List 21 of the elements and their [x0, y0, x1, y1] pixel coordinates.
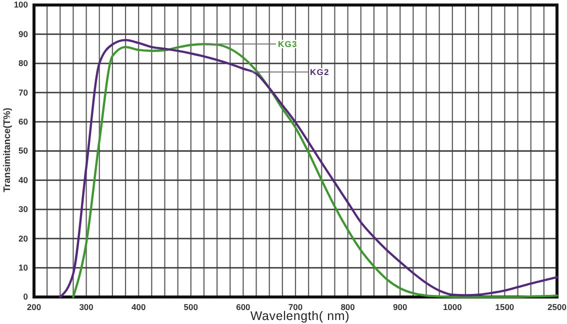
- x-tick-label: 900: [393, 302, 408, 312]
- x-tick-label: 400: [132, 302, 146, 312]
- x-tick-label: 600: [236, 302, 251, 312]
- y-tick-label: 30: [18, 204, 28, 214]
- y-tick-label: 70: [18, 87, 28, 98]
- y-tick-label: 0: [23, 292, 28, 302]
- y-tick-label: 20: [18, 233, 28, 244]
- y-axis-title: Transimitance(T%): [2, 108, 13, 192]
- y-tick-label: 60: [18, 116, 28, 127]
- x-tick-label: 500: [184, 302, 198, 312]
- y-tick-label: 90: [18, 28, 28, 39]
- y-tick-label: 80: [18, 58, 28, 68]
- x-tick-label: 1500: [495, 302, 514, 312]
- y-tick-label: 100: [14, 0, 28, 10]
- x-tick-label: 300: [79, 302, 94, 312]
- y-tick-label: 50: [18, 146, 28, 156]
- y-tick-label: 10: [18, 262, 28, 273]
- y-tick-label: 40: [18, 174, 28, 185]
- x-tick-label: 1000: [442, 302, 462, 312]
- x-tick-label: 200: [26, 302, 42, 312]
- x-tick-label: 2500: [548, 302, 567, 312]
